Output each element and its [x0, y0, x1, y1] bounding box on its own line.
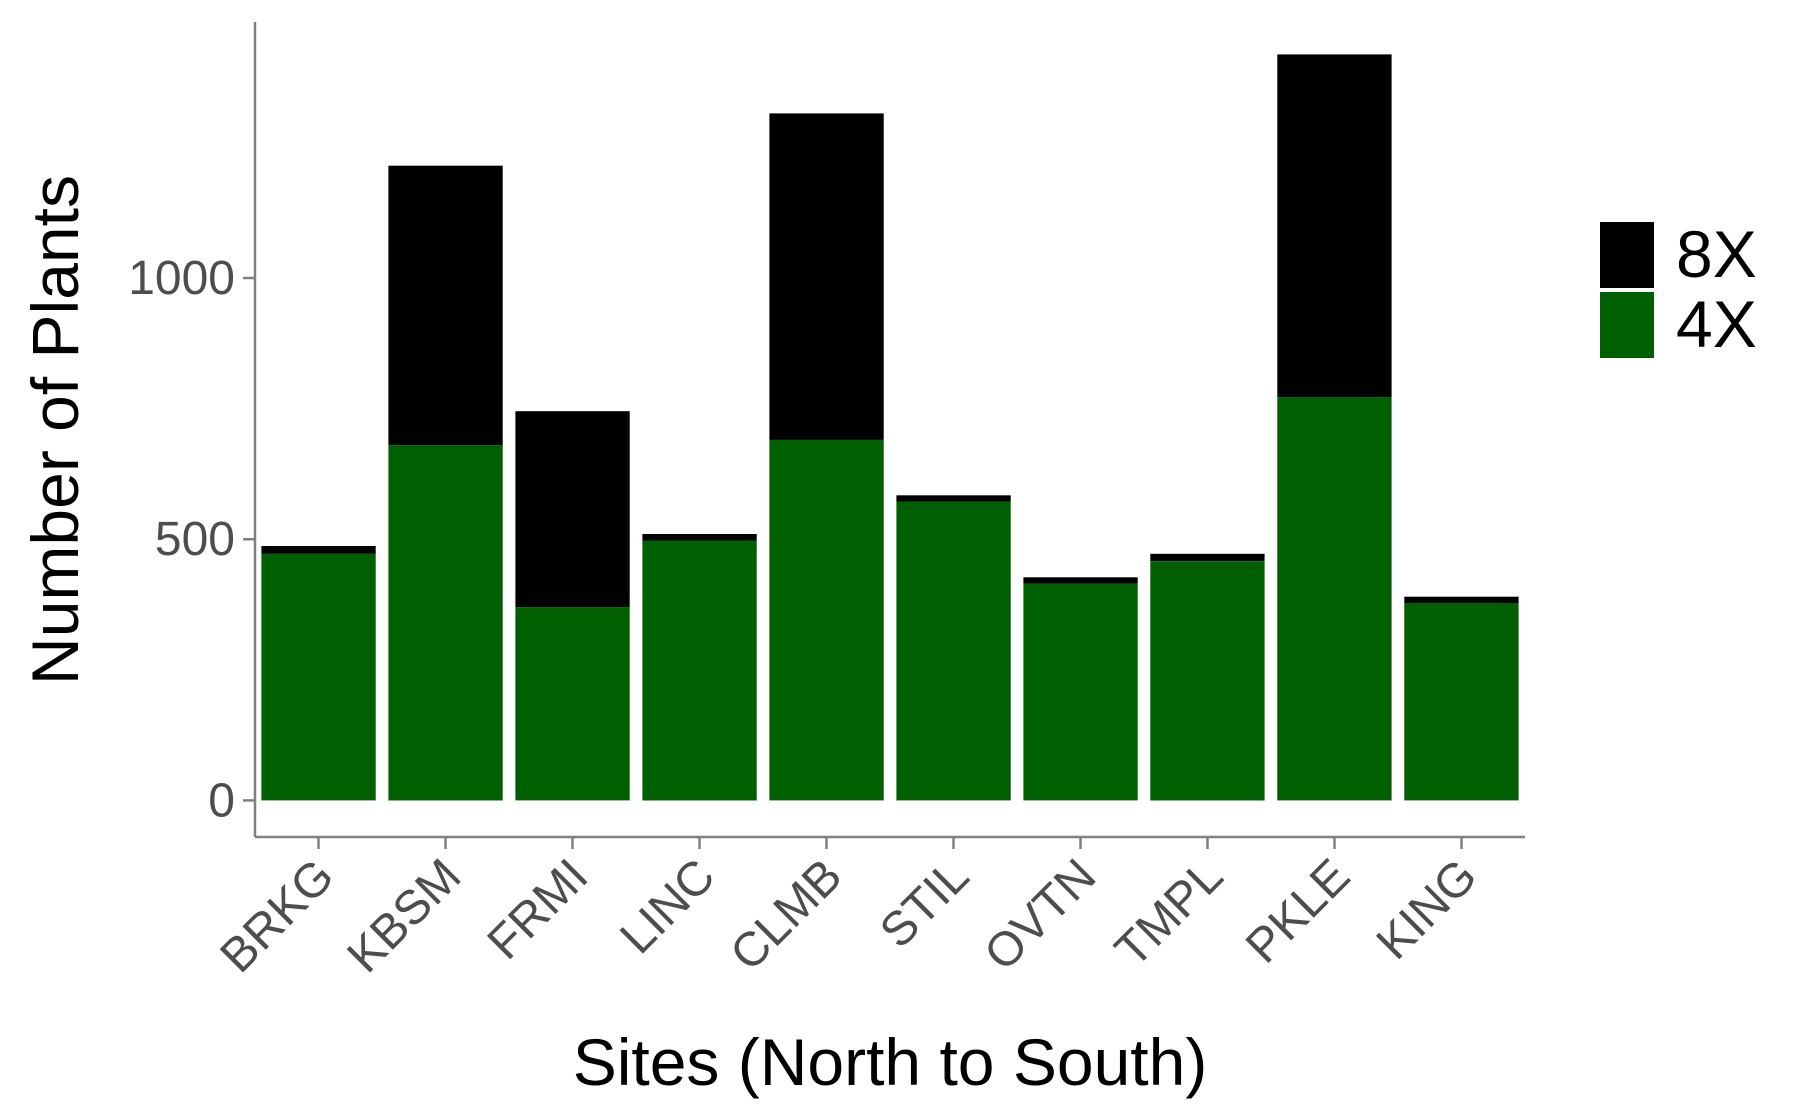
bar-4X-KBSM [388, 445, 503, 801]
x-tick-label: LINC [610, 849, 725, 964]
y-tick-label: 1000 [128, 252, 235, 305]
legend-swatch-8X [1600, 222, 1654, 288]
legend-label-8X: 8X [1676, 217, 1757, 291]
x-tick-label: PKLE [1236, 849, 1360, 973]
x-axis-title: Sites (North to South) [573, 1025, 1208, 1099]
x-tick-label: BRKG [211, 849, 345, 983]
y-tick-label: 0 [208, 774, 235, 827]
bar-8X-BRKG [261, 546, 376, 554]
bar-4X-LINC [642, 540, 757, 801]
x-tick-label: STIL [870, 849, 979, 958]
x-tick-label: OVTN [975, 849, 1107, 981]
bars-group [261, 54, 1519, 801]
bar-4X-BRKG [261, 553, 376, 801]
y-ticks-group: 0 500 1000 [128, 252, 255, 827]
bar-8X-KBSM [388, 165, 503, 446]
legend-swatch-4X [1600, 292, 1654, 358]
legend-label-4X: 4X [1676, 287, 1757, 361]
x-tick-label: TMPL [1105, 849, 1233, 977]
y-tick-label: 500 [155, 513, 235, 566]
bar-8X-LINC [642, 534, 757, 541]
y-axis-title: Number of Plants [18, 175, 92, 685]
bar-4X-TMPL [1150, 561, 1265, 801]
x-tick-label: KBSM [338, 849, 472, 983]
bar-4X-PKLE [1277, 397, 1392, 801]
bar-4X-KING [1404, 602, 1519, 801]
bar-8X-PKLE [1277, 54, 1392, 398]
axes-group [253, 22, 1525, 839]
bar-8X-FRMI [515, 411, 630, 608]
bar-4X-FRMI [515, 607, 630, 801]
bar-4X-STIL [896, 501, 1011, 801]
bar-4X-CLMB [769, 439, 884, 801]
bar-8X-KING [1404, 596, 1519, 603]
bar-8X-CLMB [769, 113, 884, 440]
x-tick-label: CLMB [721, 849, 853, 981]
bar-8X-OVTN [1023, 577, 1138, 584]
bar-4X-OVTN [1023, 583, 1138, 801]
x-tick-label: FRMI [478, 849, 598, 969]
bar-8X-STIL [896, 495, 1011, 502]
bar-8X-TMPL [1150, 553, 1265, 562]
x-tick-label: KING [1367, 849, 1487, 969]
